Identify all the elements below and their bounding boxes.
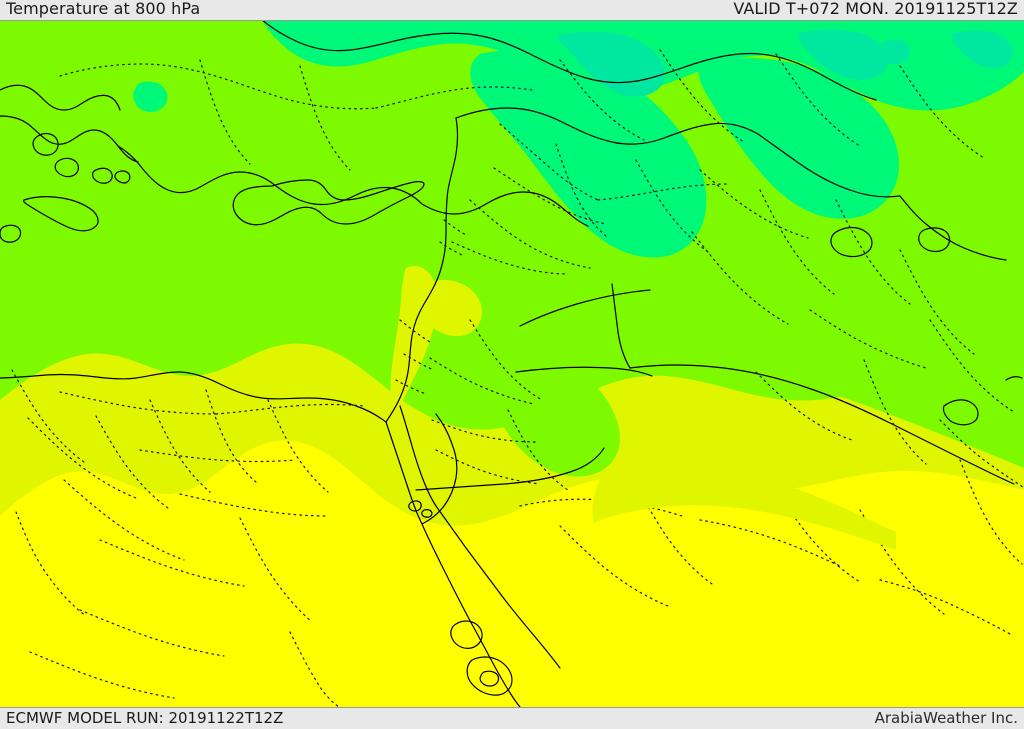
band-mild-lobe-jordan bbox=[494, 361, 620, 477]
cool-lobe-nsyria bbox=[470, 49, 707, 258]
cool-lobe-antalya bbox=[133, 81, 168, 113]
band-coolest-c bbox=[951, 30, 1013, 69]
page-title: Temperature at 800 hPa bbox=[6, 0, 201, 18]
temperature-field-svg bbox=[0, 20, 1024, 707]
warm-incursion-deadsea bbox=[422, 279, 482, 337]
header-bar: Temperature at 800 hPa VALID T+072 MON. … bbox=[0, 0, 1024, 20]
map-frame-bottom bbox=[0, 707, 1024, 708]
map-frame-top bbox=[0, 20, 1024, 21]
footer-bar: ECMWF MODEL RUN: 20191122T12Z ArabiaWeat… bbox=[0, 707, 1024, 729]
band-coolest-a bbox=[556, 31, 665, 97]
cool-lobe-ne bbox=[913, 20, 1024, 70]
valid-time-label: VALID T+072 MON. 20191125T12Z bbox=[733, 0, 1018, 18]
model-run-label: ECMWF MODEL RUN: 20191122T12Z bbox=[6, 709, 284, 727]
warm-band-refine-1 bbox=[592, 465, 896, 550]
brand-label: ArabiaWeather Inc. bbox=[874, 709, 1018, 727]
cool-spot-van bbox=[879, 39, 910, 65]
band-mild-lobe-east bbox=[620, 350, 1024, 468]
band-coolest-b bbox=[796, 29, 888, 80]
map-canvas[interactable] bbox=[0, 20, 1024, 707]
cool-lobe-niraq bbox=[698, 58, 900, 219]
coastlines-group bbox=[0, 20, 1023, 707]
